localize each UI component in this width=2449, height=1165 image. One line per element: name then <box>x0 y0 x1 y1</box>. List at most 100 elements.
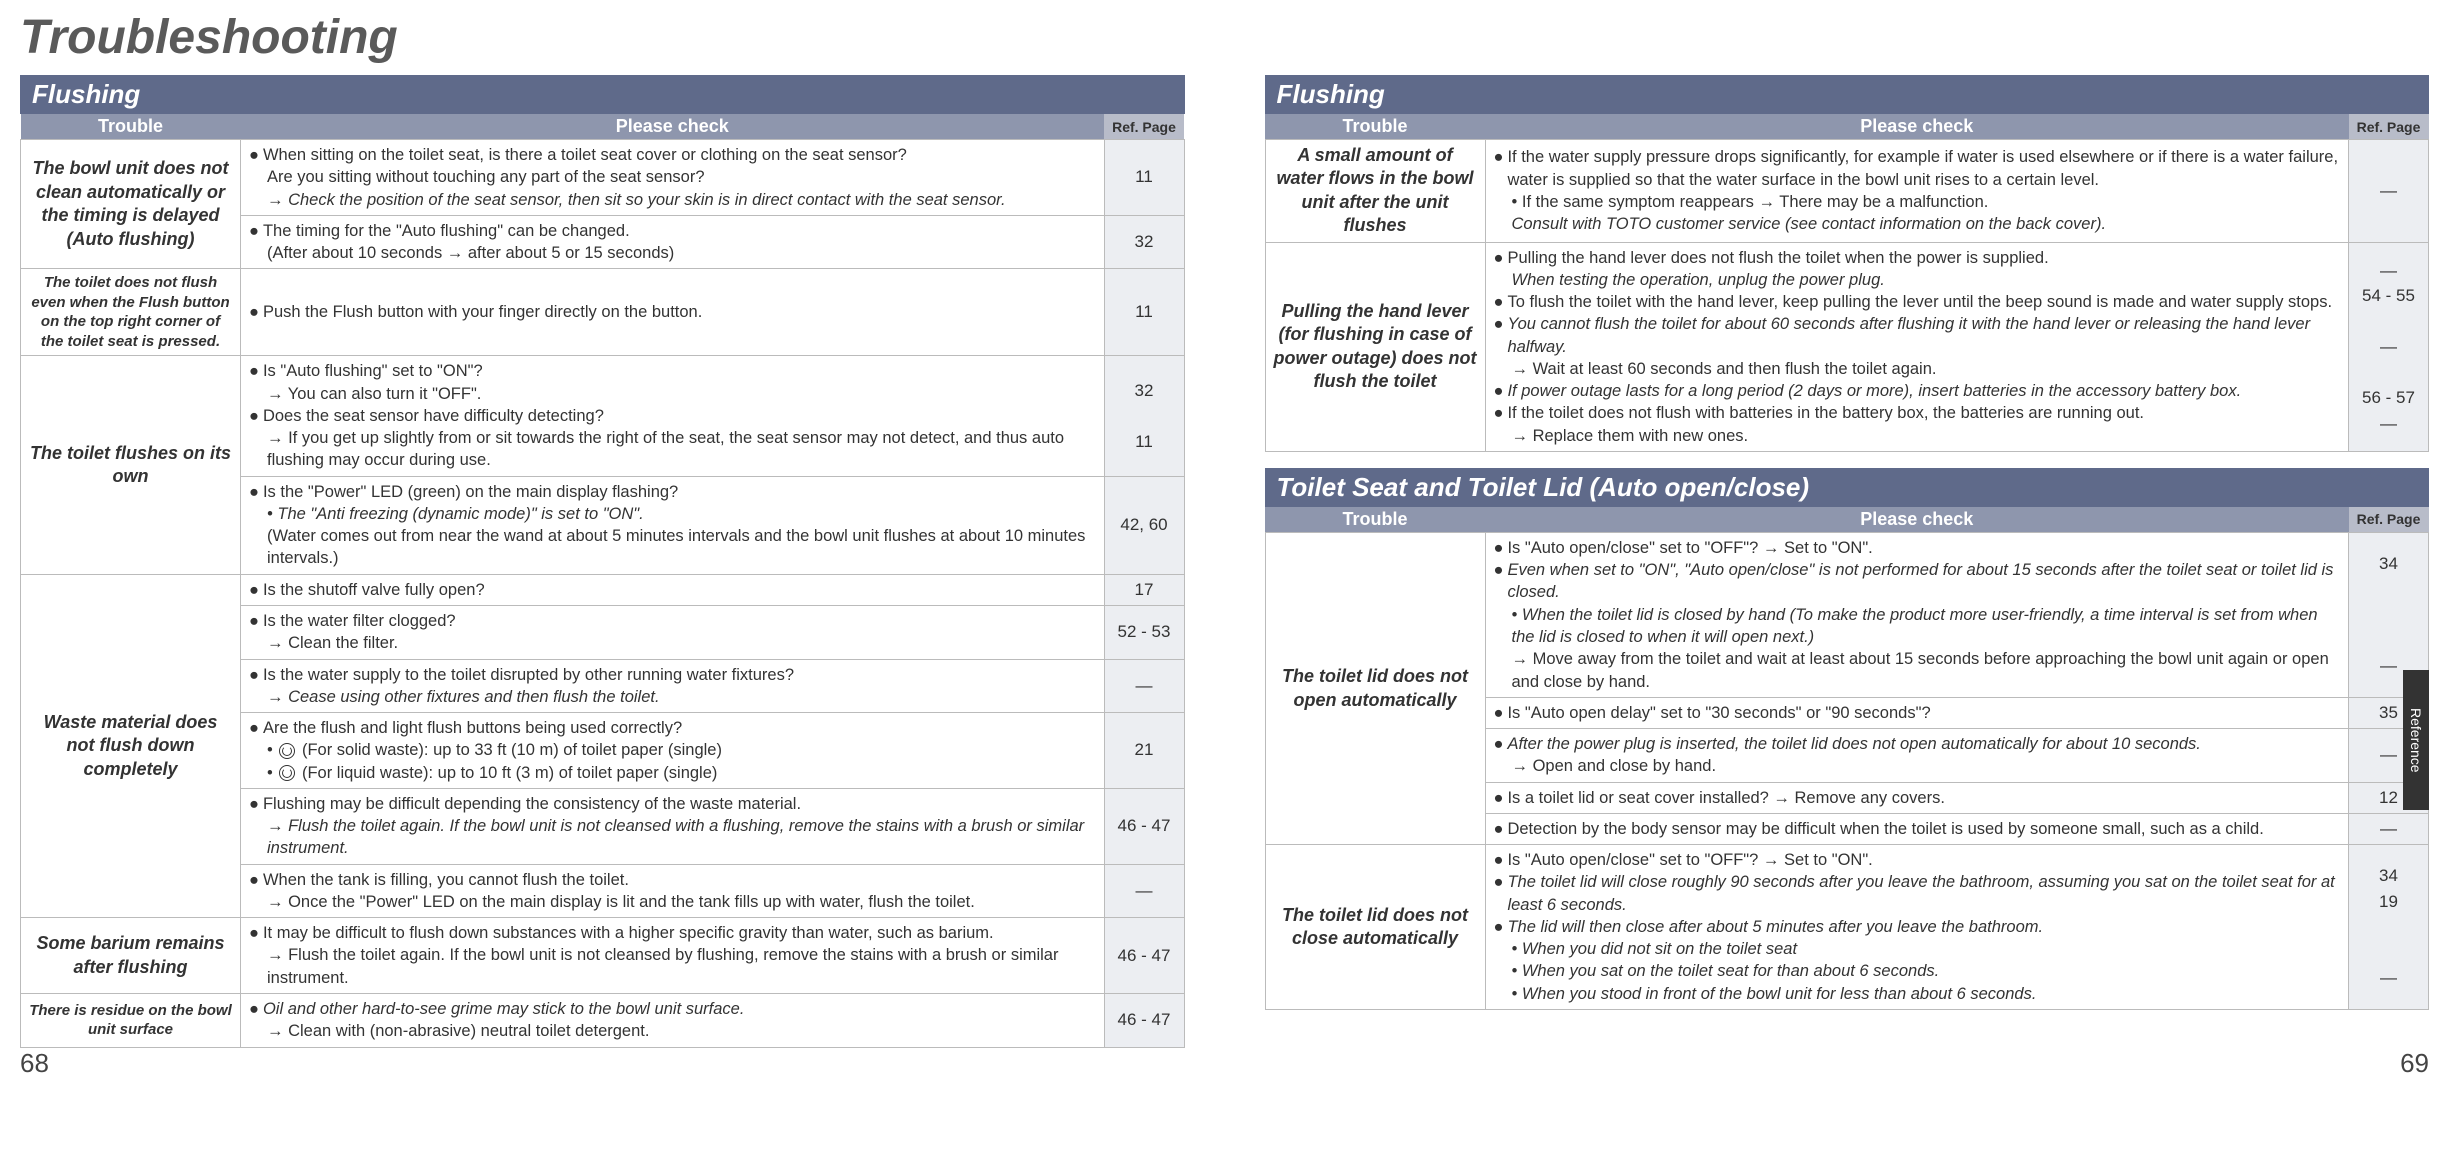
check-line: → Cease using other fixtures and then fl… <box>249 686 1096 708</box>
check-line: When sitting on the toilet seat, is ther… <box>249 144 1096 166</box>
check-line: Are the flush and light flush buttons be… <box>249 717 1096 739</box>
check-line: You cannot flush the toilet for about 60… <box>1494 313 2341 358</box>
ref-cell: 46 - 47 <box>1104 993 1184 1047</box>
check-line: Push the Flush button with your finger d… <box>249 301 1096 323</box>
trouble-cell: Waste material does not flush down compl… <box>21 574 241 917</box>
check-line: Is the water filter clogged? <box>249 610 1096 632</box>
ref-cell: — <box>2349 813 2429 844</box>
check-line: Oil and other hard-to-see grime may stic… <box>249 998 1096 1020</box>
trouble-cell: A small amount of water flows in the bow… <box>1265 140 1485 243</box>
ref-cell: 32 11 <box>1104 356 1184 476</box>
check-line: Flushing may be difficult depending the … <box>249 793 1096 815</box>
trouble-cell: The toilet does not flush even when the … <box>21 269 241 356</box>
col-trouble: Trouble <box>1265 507 1485 533</box>
check-cell: The timing for the "Auto flushing" can b… <box>241 215 1105 269</box>
page-number-right: 69 <box>2400 1048 2429 1079</box>
col-ref: Ref. Page <box>2349 114 2429 140</box>
check-line: The timing for the "Auto flushing" can b… <box>249 220 1096 242</box>
check-line: (Water comes out from near the wand at a… <box>249 525 1096 570</box>
check-line: After the power plug is inserted, the to… <box>1494 733 2341 755</box>
check-cell: When sitting on the toilet seat, is ther… <box>241 140 1105 216</box>
ref-cell: — <box>1104 659 1184 713</box>
check-line: Is the "Power" LED (green) on the main d… <box>249 481 1096 503</box>
check-line: Even when set to "ON", "Auto open/close"… <box>1494 559 2341 604</box>
check-cell: Is the water supply to the toilet disrup… <box>241 659 1105 713</box>
check-cell: Is a toilet lid or seat cover installed?… <box>1485 782 2349 813</box>
ref-cell: 46 - 47 <box>1104 788 1184 864</box>
check-line: → Move away from the toilet and wait at … <box>1494 648 2341 693</box>
check-cell: After the power plug is inserted, the to… <box>1485 729 2349 783</box>
check-cell: Pulling the hand lever does not flush th… <box>1485 242 2349 451</box>
trouble-cell: Some barium remains after flushing <box>21 918 241 994</box>
ref-cell: 46 - 47 <box>1104 918 1184 994</box>
check-line: Is the shutoff valve fully open? <box>249 579 1096 601</box>
check-line: If power outage lasts for a long period … <box>1494 380 2341 402</box>
check-line: Pulling the hand lever does not flush th… <box>1494 247 2341 269</box>
side-tab-reference: Reference <box>2403 670 2429 810</box>
col-ref: Ref. Page <box>1104 114 1184 140</box>
check-cell: Detection by the body sensor may be diff… <box>1485 813 2349 844</box>
check-line: → Check the position of the seat sensor,… <box>249 189 1096 211</box>
col-check: Please check <box>241 114 1105 140</box>
check-line: → Clean with (non-abrasive) neutral toil… <box>249 1020 1096 1042</box>
ref-cell: 11 <box>1104 140 1184 216</box>
check-line: If the toilet does not flush with batter… <box>1494 402 2341 424</box>
trouble-cell: The toilet lid does not open automatical… <box>1265 532 1485 844</box>
check-line: If the water supply pressure drops signi… <box>1494 146 2341 191</box>
ref-cell: 21 <box>1104 713 1184 789</box>
check-line: → Wait at least 60 seconds and then flus… <box>1494 358 2341 380</box>
check-line: It may be difficult to flush down substa… <box>249 922 1096 944</box>
check-line: → Open and close by hand. <box>1494 755 2341 777</box>
col-check: Please check <box>1485 114 2349 140</box>
check-cell: Is the "Power" LED (green) on the main d… <box>241 476 1105 574</box>
check-cell: Is "Auto open/close" set to "OFF"? → Set… <box>1485 845 2349 1010</box>
ref-cell: 42, 60 <box>1104 476 1184 574</box>
check-line: → Flush the toilet again. If the bowl un… <box>249 815 1096 860</box>
check-line: → Once the "Power" LED on the main displ… <box>249 891 1096 913</box>
page-title: Troubleshooting <box>20 10 2429 65</box>
ref-cell: 17 <box>1104 574 1184 605</box>
ref-cell: 32 <box>1104 215 1184 269</box>
check-cell: It may be difficult to flush down substa… <box>241 918 1105 994</box>
check-line: When the tank is filling, you cannot flu… <box>249 869 1096 891</box>
check-cell: Are the flush and light flush buttons be… <box>241 713 1105 789</box>
check-line: Is a toilet lid or seat cover installed?… <box>1494 787 2341 809</box>
trouble-cell: The toilet flushes on its own <box>21 356 241 574</box>
check-line: To flush the toilet with the hand lever,… <box>1494 291 2341 313</box>
col-trouble: Trouble <box>21 114 241 140</box>
check-line: Is "Auto open/close" set to "OFF"? → Set… <box>1494 849 2341 871</box>
check-cell: Is the water filter clogged?→ Clean the … <box>241 605 1105 659</box>
left-flushing-table: Trouble Please check Ref. Page The bowl … <box>20 114 1185 1048</box>
ref-cell: 11 <box>1104 269 1184 356</box>
check-line: The lid will then close after about 5 mi… <box>1494 916 2341 938</box>
check-cell: Is the shutoff valve fully open? <box>241 574 1105 605</box>
check-line: • When you stood in front of the bowl un… <box>1494 983 2341 1005</box>
ref-cell: — 54 - 55 — 56 - 57 — <box>2349 242 2429 451</box>
check-line: When testing the operation, unplug the p… <box>1494 269 2341 291</box>
section-header-flushing-right: Flushing <box>1265 75 2430 114</box>
check-line: → You can also turn it "OFF". <box>249 383 1096 405</box>
check-line: → Flush the toilet again. If the bowl un… <box>249 944 1096 989</box>
check-line: Detection by the body sensor may be diff… <box>1494 818 2341 840</box>
check-line: Does the seat sensor have difficulty det… <box>249 405 1096 427</box>
check-line: • (For solid waste): up to 33 ft (10 m) … <box>249 739 1096 761</box>
check-line: • When you sat on the toilet seat for th… <box>1494 960 2341 982</box>
check-cell: Is "Auto flushing" set to "ON"?→ You can… <box>241 356 1105 476</box>
check-line: • If the same symptom reappears → There … <box>1494 191 2341 213</box>
check-cell: Is "Auto open delay" set to "30 seconds"… <box>1485 697 2349 728</box>
check-cell: Push the Flush button with your finger d… <box>241 269 1105 356</box>
col-trouble: Trouble <box>1265 114 1485 140</box>
right-flushing-table: Trouble Please check Ref. Page A small a… <box>1265 114 2430 452</box>
col-ref: Ref. Page <box>2349 507 2429 533</box>
trouble-cell: The toilet lid does not close automatica… <box>1265 845 1485 1010</box>
check-cell: Flushing may be difficult depending the … <box>241 788 1105 864</box>
col-check: Please check <box>1485 507 2349 533</box>
right-page: Flushing Trouble Please check Ref. Page … <box>1265 75 2430 1079</box>
section-header-seat-lid: Toilet Seat and Toilet Lid (Auto open/cl… <box>1265 468 2430 507</box>
ref-cell: — <box>1104 864 1184 918</box>
left-page: Flushing Trouble Please check Ref. Page … <box>20 75 1185 1079</box>
check-line: (After about 10 seconds → after about 5 … <box>249 242 1096 264</box>
check-line: Is the water supply to the toilet disrup… <box>249 664 1096 686</box>
ref-cell: 52 - 53 <box>1104 605 1184 659</box>
check-line: Are you sitting without touching any par… <box>249 166 1096 188</box>
